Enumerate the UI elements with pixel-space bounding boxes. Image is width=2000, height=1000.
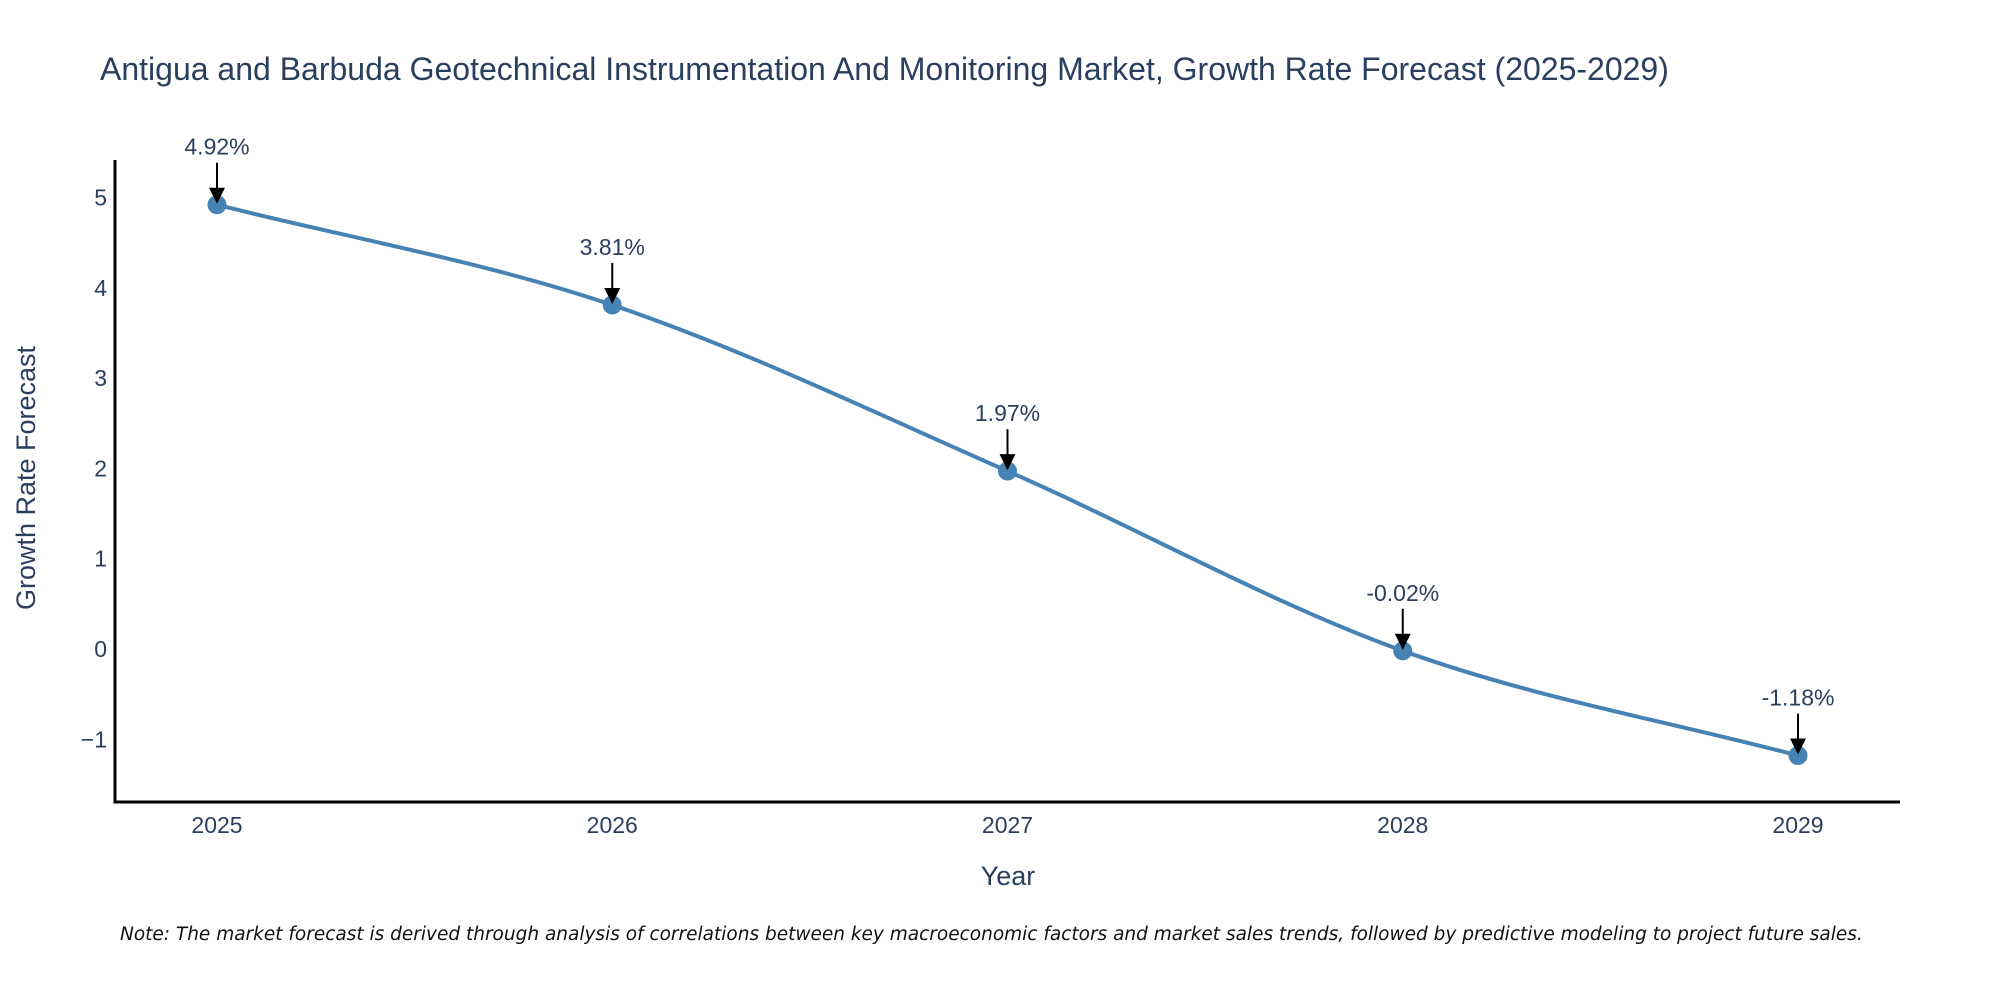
data-point [207, 195, 227, 215]
y-tick-label: 4 [94, 275, 107, 301]
y-tick-label: 0 [94, 636, 107, 662]
x-axis-ticks: 2025 2026 2027 2028 2029 [191, 812, 1823, 838]
y-tick-label: 3 [94, 365, 107, 391]
annotation-arrowhead [209, 187, 225, 204]
x-tick-label: 2025 [191, 812, 242, 838]
data-point [602, 295, 622, 315]
x-tick-label: 2028 [1377, 812, 1428, 838]
annotation-arrowhead [604, 287, 621, 304]
annotation-arrowhead [1394, 633, 1411, 650]
data-markers [207, 195, 1808, 766]
data-label: 3.81% [580, 234, 645, 260]
data-label: -0.02% [1366, 580, 1439, 606]
data-point [998, 461, 1017, 481]
y-axis-ticks: −1 0 1 2 3 4 5 [81, 185, 107, 753]
x-tick-label: 2026 [587, 812, 638, 838]
x-tick-label: 2029 [1772, 812, 1823, 838]
y-axis-title: Growth Rate Forecast [11, 345, 41, 610]
data-label: 1.97% [975, 400, 1040, 426]
data-label: -1.18% [1762, 685, 1835, 711]
annotation-arrowhead [1790, 738, 1806, 755]
y-tick-label: 2 [94, 455, 107, 481]
data-point [1788, 746, 1808, 766]
footnote: Note: The market forecast is derived thr… [120, 924, 1863, 945]
annotation-arrowhead [999, 454, 1016, 471]
data-label: 4.92% [184, 134, 249, 160]
y-tick-label: −1 [81, 726, 107, 752]
x-tick-label: 2027 [982, 812, 1033, 838]
x-axis-title: Year [981, 861, 1036, 891]
y-tick-label: 1 [94, 546, 107, 572]
data-point [1393, 641, 1413, 661]
data-annotations: 4.92% 3.81% 1.97% -0.02% -1.18% [184, 134, 1834, 755]
y-tick-label: 5 [94, 185, 107, 211]
chart-title: Antigua and Barbuda Geotechnical Instrum… [100, 51, 1669, 87]
